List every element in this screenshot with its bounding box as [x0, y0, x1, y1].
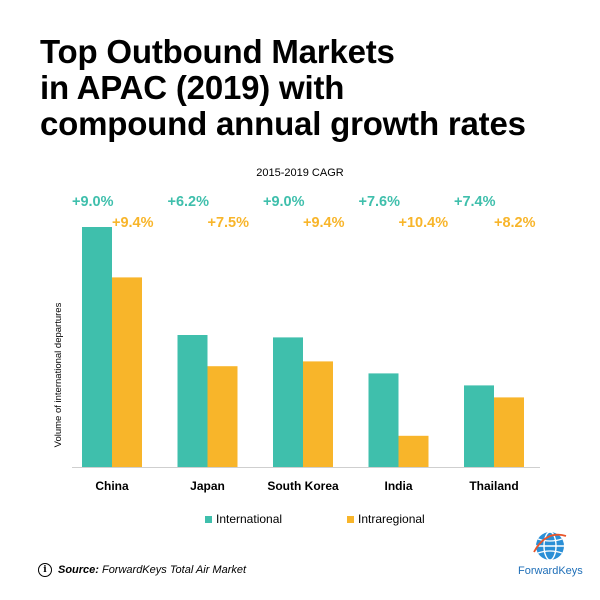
bar-india-intraregional	[398, 435, 429, 467]
info-icon: i	[38, 563, 52, 577]
bar-south-korea-international	[273, 337, 303, 467]
source-label: Source:	[58, 564, 99, 576]
legend-item-intraregional: Intraregional	[347, 512, 425, 526]
x-tick-label-thailand: Thailand	[469, 479, 518, 493]
legend-item-international: International	[205, 512, 282, 526]
cagr-label-china-international: +9.0%	[72, 194, 114, 210]
x-tick-label-china: China	[95, 479, 129, 493]
cagr-label-japan-intraregional: +7.5%	[208, 215, 250, 231]
bar-south-korea-intraregional	[303, 361, 333, 467]
cagr-label-south-korea-intraregional: +9.4%	[303, 215, 345, 231]
cagr-label-thailand-intraregional: +8.2%	[494, 215, 536, 231]
bar-thailand-international	[464, 385, 494, 467]
source-note: i Source: ForwardKeys Total Air Market	[38, 563, 246, 577]
legend-swatch-international	[205, 515, 212, 523]
bar-china-international	[82, 227, 112, 467]
bar-japan-intraregional	[207, 366, 238, 467]
logo-text: ForwardKeys	[518, 565, 583, 577]
x-tick-label-south-korea: South Korea	[267, 479, 339, 493]
title-line-3: compound annual growth rates	[40, 105, 526, 142]
cagr-label-south-korea-international: +9.0%	[263, 194, 305, 210]
globe-icon	[533, 531, 567, 561]
x-tick-label-india: India	[384, 479, 412, 493]
cagr-label-india-intraregional: +10.4%	[399, 215, 449, 231]
cagr-label-japan-international: +6.2%	[168, 194, 210, 210]
source-text: ForwardKeys Total Air Market	[101, 564, 247, 576]
bar-china-intraregional	[112, 277, 142, 467]
legend-swatch-intraregional	[347, 515, 354, 523]
title-line-2: in APAC (2019) with	[40, 69, 345, 106]
title-line-1: Top Outbound Markets	[40, 33, 395, 70]
cagr-label-india-international: +7.6%	[359, 194, 401, 210]
legend-label-intraregional: Intraregional	[358, 512, 425, 526]
bar-japan-international	[177, 335, 208, 467]
bar-india-international	[368, 373, 399, 467]
cagr-label-china-intraregional: +9.4%	[112, 215, 154, 231]
bar-thailand-intraregional	[494, 397, 524, 467]
chart-subtitle: 2015-2019 CAGR	[256, 167, 343, 179]
chart-title: Top Outbound Markets in APAC (2019) with…	[40, 34, 580, 142]
legend-label-international: International	[216, 512, 283, 526]
x-tick-label-japan: Japan	[190, 479, 225, 493]
cagr-label-thailand-international: +7.4%	[454, 194, 496, 210]
bar-chart: 2015-2019 CAGR Volume of international de…	[53, 167, 540, 493]
y-axis-label: Volume of international departures	[53, 302, 64, 447]
